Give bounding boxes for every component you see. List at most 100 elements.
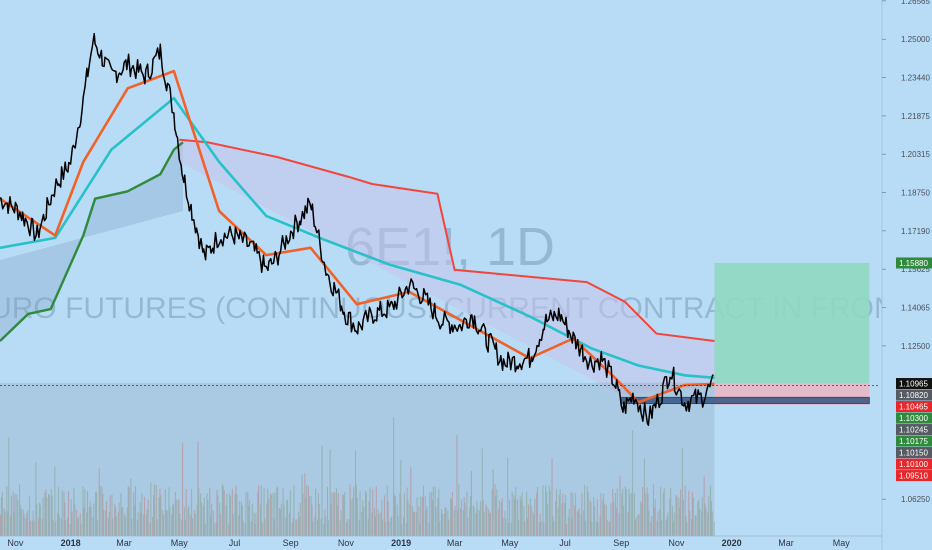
volume-bar (190, 514, 192, 536)
volume-bar (690, 518, 693, 536)
volume-bar (450, 497, 452, 536)
volume-bar (108, 512, 110, 536)
volume-bar (145, 514, 147, 536)
volume-bar (220, 513, 222, 536)
volume-bar (456, 434, 458, 536)
volume-bar (685, 516, 687, 536)
volume-bar (441, 513, 444, 536)
volume-bar (253, 512, 255, 536)
volume-bar (539, 513, 541, 536)
volume-bar (713, 521, 715, 536)
volume-bar (629, 494, 631, 536)
volume-bar (301, 474, 303, 536)
volume-bar (699, 508, 701, 536)
volume-bar (19, 484, 21, 536)
volume-bar (38, 518, 40, 536)
volume-bar (710, 501, 712, 536)
price-badge (896, 435, 932, 447)
price-badge-label: 1.10300 (899, 414, 928, 423)
volume-bar (527, 518, 529, 536)
x-tick-label: Nov (338, 538, 355, 548)
target-zone[interactable] (714, 262, 870, 384)
volume-bar (71, 511, 73, 536)
volume-bar (654, 499, 656, 536)
volume-bar (241, 505, 243, 536)
volume-bar (355, 484, 357, 536)
volume-bar (527, 504, 530, 536)
volume-bar (536, 486, 539, 536)
volume-bar (250, 521, 252, 536)
volume-bar (653, 507, 655, 536)
volume-bar (295, 519, 297, 536)
volume-bar (441, 509, 443, 536)
volume-bar (95, 492, 98, 536)
volume-bar (266, 503, 268, 536)
volume-bar (463, 497, 465, 536)
price-badge-label: 1.10965 (899, 380, 928, 389)
volume-bar (695, 515, 697, 536)
volume-bar (675, 495, 677, 536)
volume-bar (451, 491, 453, 536)
volume-bar (450, 499, 453, 536)
volume-bar (20, 508, 22, 536)
volume-bar (682, 499, 684, 536)
volume-bar (545, 485, 547, 536)
volume-bar (162, 515, 165, 536)
volume-bar (264, 518, 266, 536)
volume-bar (232, 513, 234, 536)
volume-bar (337, 492, 339, 536)
volume-bar (45, 489, 47, 536)
volume-bar (201, 502, 203, 536)
volume-bar (95, 491, 97, 536)
volume-bar (418, 506, 420, 536)
volume-bar (602, 500, 604, 536)
volume-bar (302, 493, 304, 536)
volume-bar (665, 520, 667, 536)
upper-band-fill (179, 139, 715, 395)
volume-bar (162, 510, 164, 536)
volume-bar (225, 505, 227, 536)
volume-bar (155, 484, 157, 536)
volume-bar (137, 512, 139, 536)
volume-bar (628, 488, 630, 536)
volume-bar (692, 497, 694, 536)
volume-bar (390, 518, 392, 536)
volume-bar (98, 468, 100, 536)
volume-bar (353, 486, 355, 536)
price-badge (896, 389, 932, 401)
volume-bar (530, 506, 532, 536)
volume-bar (652, 484, 654, 536)
volume-bar (485, 504, 487, 536)
volume-bar (640, 501, 642, 536)
x-tick-label: May (501, 538, 519, 548)
ma-slow-line (0, 96, 715, 380)
volume-bar (231, 488, 233, 536)
volume-bar (86, 490, 89, 536)
volume-bar (542, 485, 544, 536)
volume-bar (93, 503, 95, 536)
volume-bar (462, 510, 464, 536)
position-zones[interactable] (620, 262, 870, 405)
volume-bar (517, 499, 519, 536)
volume-bar (296, 519, 298, 536)
price-axis[interactable] (882, 0, 932, 550)
volume-bar (383, 495, 386, 536)
volume-bar (182, 442, 184, 536)
volume-bar (191, 518, 194, 536)
volume-bar (213, 523, 215, 536)
x-tick-label: Sep (283, 538, 299, 548)
volume-bar (209, 487, 211, 536)
volume-bar (644, 492, 646, 536)
volume-bar (140, 512, 142, 536)
volume-bar (112, 518, 114, 536)
volume-bar (216, 489, 218, 536)
band-fills (0, 139, 715, 536)
volume-bar (543, 522, 545, 536)
volume-bar (413, 511, 415, 536)
volume-bar (369, 487, 371, 536)
volume-bar (678, 497, 680, 536)
volume-bar (210, 515, 212, 536)
volume-bar (267, 488, 269, 536)
volume-bar (261, 523, 263, 536)
